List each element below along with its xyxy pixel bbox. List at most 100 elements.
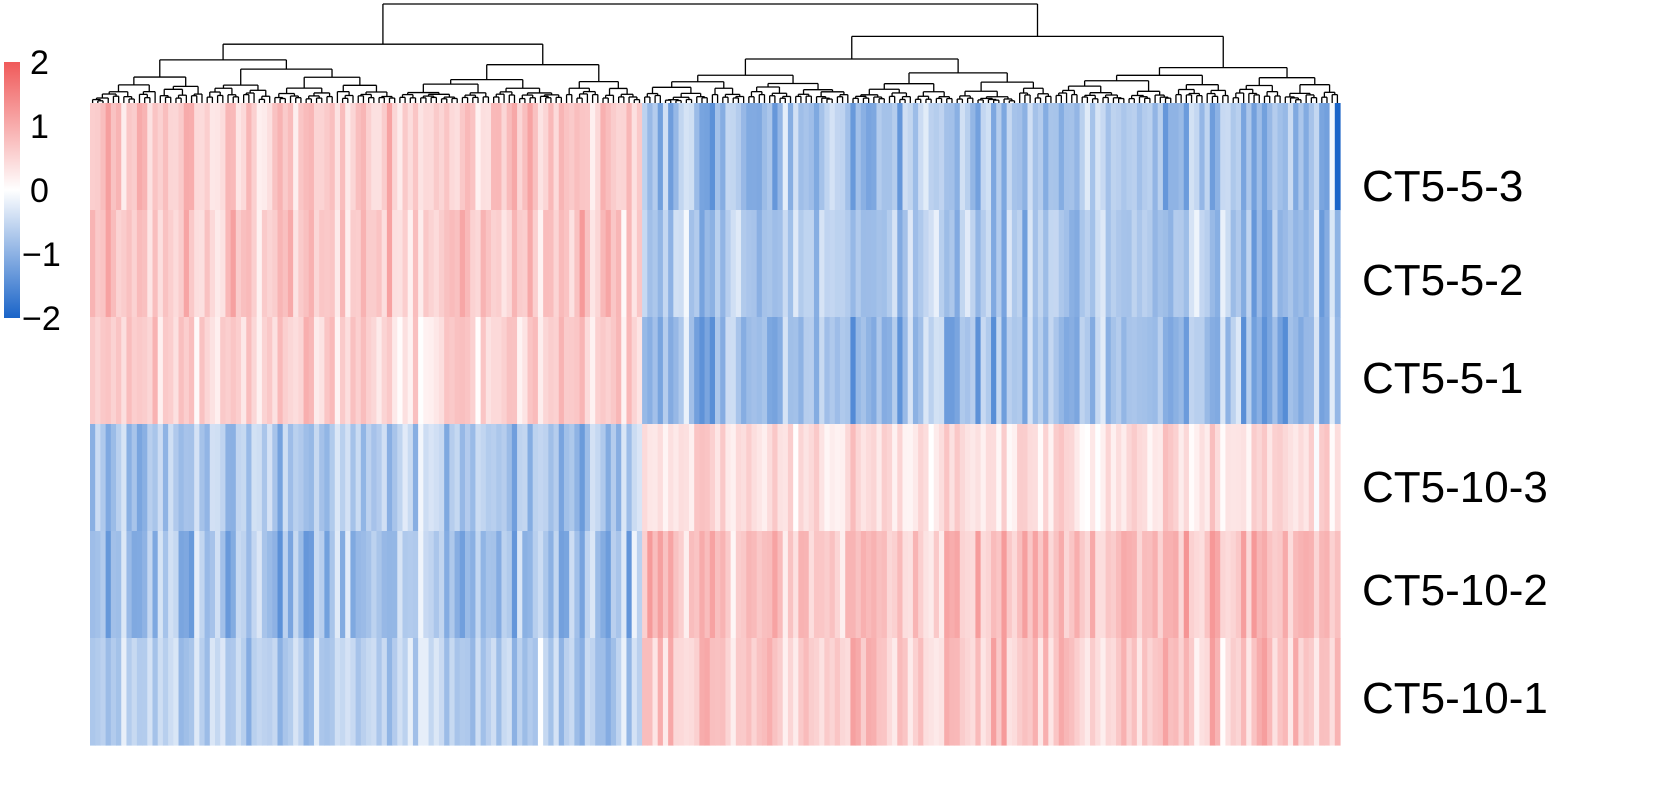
heatmap-cell (1027, 531, 1034, 639)
heatmap-cell (110, 103, 117, 211)
heatmap-cell (668, 424, 674, 532)
heatmap-cell (876, 103, 883, 211)
heatmap-cell (491, 531, 497, 639)
heatmap-cell (204, 210, 211, 318)
heatmap-cell (616, 531, 622, 639)
heatmap-cell (1168, 103, 1174, 211)
heatmap-cell (168, 424, 174, 532)
heatmap-cell (95, 210, 102, 318)
heatmap-cell (1199, 210, 1206, 318)
heatmap-cell (558, 103, 565, 211)
heatmap-cell (1313, 103, 1320, 211)
heatmap-cell (1110, 210, 1117, 318)
heatmap-cell (392, 210, 398, 318)
heatmap-cell (298, 210, 305, 318)
heatmap-cell (636, 531, 643, 639)
heatmap-cell (340, 317, 346, 425)
heatmap-cell (860, 638, 867, 746)
heatmap-cell (147, 317, 154, 425)
heatmap-cell (194, 317, 200, 425)
heatmap-cell (574, 531, 581, 639)
heatmap-cell (157, 638, 164, 746)
heatmap-cell (600, 103, 607, 211)
heatmap-cell (261, 317, 268, 425)
heatmap-cell (183, 424, 190, 532)
heatmap-cell (798, 317, 805, 425)
heatmap-cell (1126, 317, 1133, 425)
heatmap-cell (459, 103, 466, 211)
heatmap-cell (808, 638, 815, 746)
heatmap-cell (1100, 531, 1107, 639)
heatmap-cell (991, 317, 997, 425)
heatmap-cell (1277, 210, 1284, 318)
heatmap-cell (1131, 531, 1138, 639)
heatmap-cell (569, 424, 575, 532)
heatmap-cell (761, 210, 768, 318)
heatmap-cell (985, 210, 992, 318)
heatmap-cell (1006, 210, 1013, 318)
heatmap-cell (1168, 638, 1174, 746)
heatmap-cell (293, 531, 299, 639)
heatmap-cell (188, 103, 195, 211)
heatmap-cell (767, 103, 773, 211)
heatmap-cell (402, 531, 409, 639)
heatmap-cell (522, 638, 529, 746)
heatmap-cell (991, 531, 997, 639)
heatmap-cell (558, 210, 565, 318)
heatmap-cell (1298, 210, 1305, 318)
heatmap-cell (537, 638, 544, 746)
heatmap-cell (241, 103, 247, 211)
heatmap-cell (1282, 424, 1289, 532)
heatmap-cell (433, 317, 440, 425)
heatmap-cell (246, 317, 253, 425)
heatmap-cell (803, 638, 810, 746)
heatmap-cell (110, 531, 117, 639)
heatmap-cell (1256, 317, 1263, 425)
heatmap-cell (1194, 103, 1200, 211)
heatmap-cell (251, 317, 258, 425)
heatmap-cell (642, 424, 648, 532)
heatmap-cell (100, 531, 107, 639)
heatmap-cell (1152, 103, 1159, 211)
heatmap-cell (204, 531, 211, 639)
heatmap-cell (350, 210, 357, 318)
heatmap-cell (985, 638, 992, 746)
heatmap-cell (407, 638, 414, 746)
heatmap-cell (444, 531, 450, 639)
heatmap-cell (1136, 638, 1143, 746)
heatmap-cell (1053, 424, 1060, 532)
heatmap-cell (537, 531, 544, 639)
heatmap-cell (907, 531, 914, 639)
heatmap-cell (235, 531, 242, 639)
heatmap-cell (1090, 531, 1096, 639)
heatmap-cell (116, 103, 122, 211)
heatmap-cell (246, 210, 253, 318)
heatmap-cell (1267, 103, 1273, 211)
heatmap-cell (965, 317, 971, 425)
heatmap-cell (454, 424, 461, 532)
heatmap-cell (522, 210, 529, 318)
heatmap-cell (1303, 103, 1310, 211)
heatmap-cell (860, 210, 867, 318)
heatmap-cell (631, 317, 638, 425)
heatmap-cell (136, 210, 143, 318)
heatmap-cell (1152, 317, 1159, 425)
heatmap-cell (517, 424, 523, 532)
heatmap-cell (704, 103, 711, 211)
heatmap-cell (178, 210, 185, 318)
heatmap-cell (897, 638, 904, 746)
heatmap-cell (756, 210, 763, 318)
heatmap-cell (350, 531, 357, 639)
heatmap-cell (449, 210, 456, 318)
heatmap-cell (912, 424, 919, 532)
heatmap-cell (334, 424, 341, 532)
heatmap-cell (1147, 103, 1154, 211)
heatmap-cell (767, 210, 773, 318)
heatmap-cell (543, 317, 549, 425)
heatmap-cell (1048, 531, 1055, 639)
heatmap-cell (840, 317, 846, 425)
heatmap-cell (985, 424, 992, 532)
heatmap-cell (938, 424, 945, 532)
heatmap-cell (329, 424, 336, 532)
heatmap-cell (694, 638, 700, 746)
